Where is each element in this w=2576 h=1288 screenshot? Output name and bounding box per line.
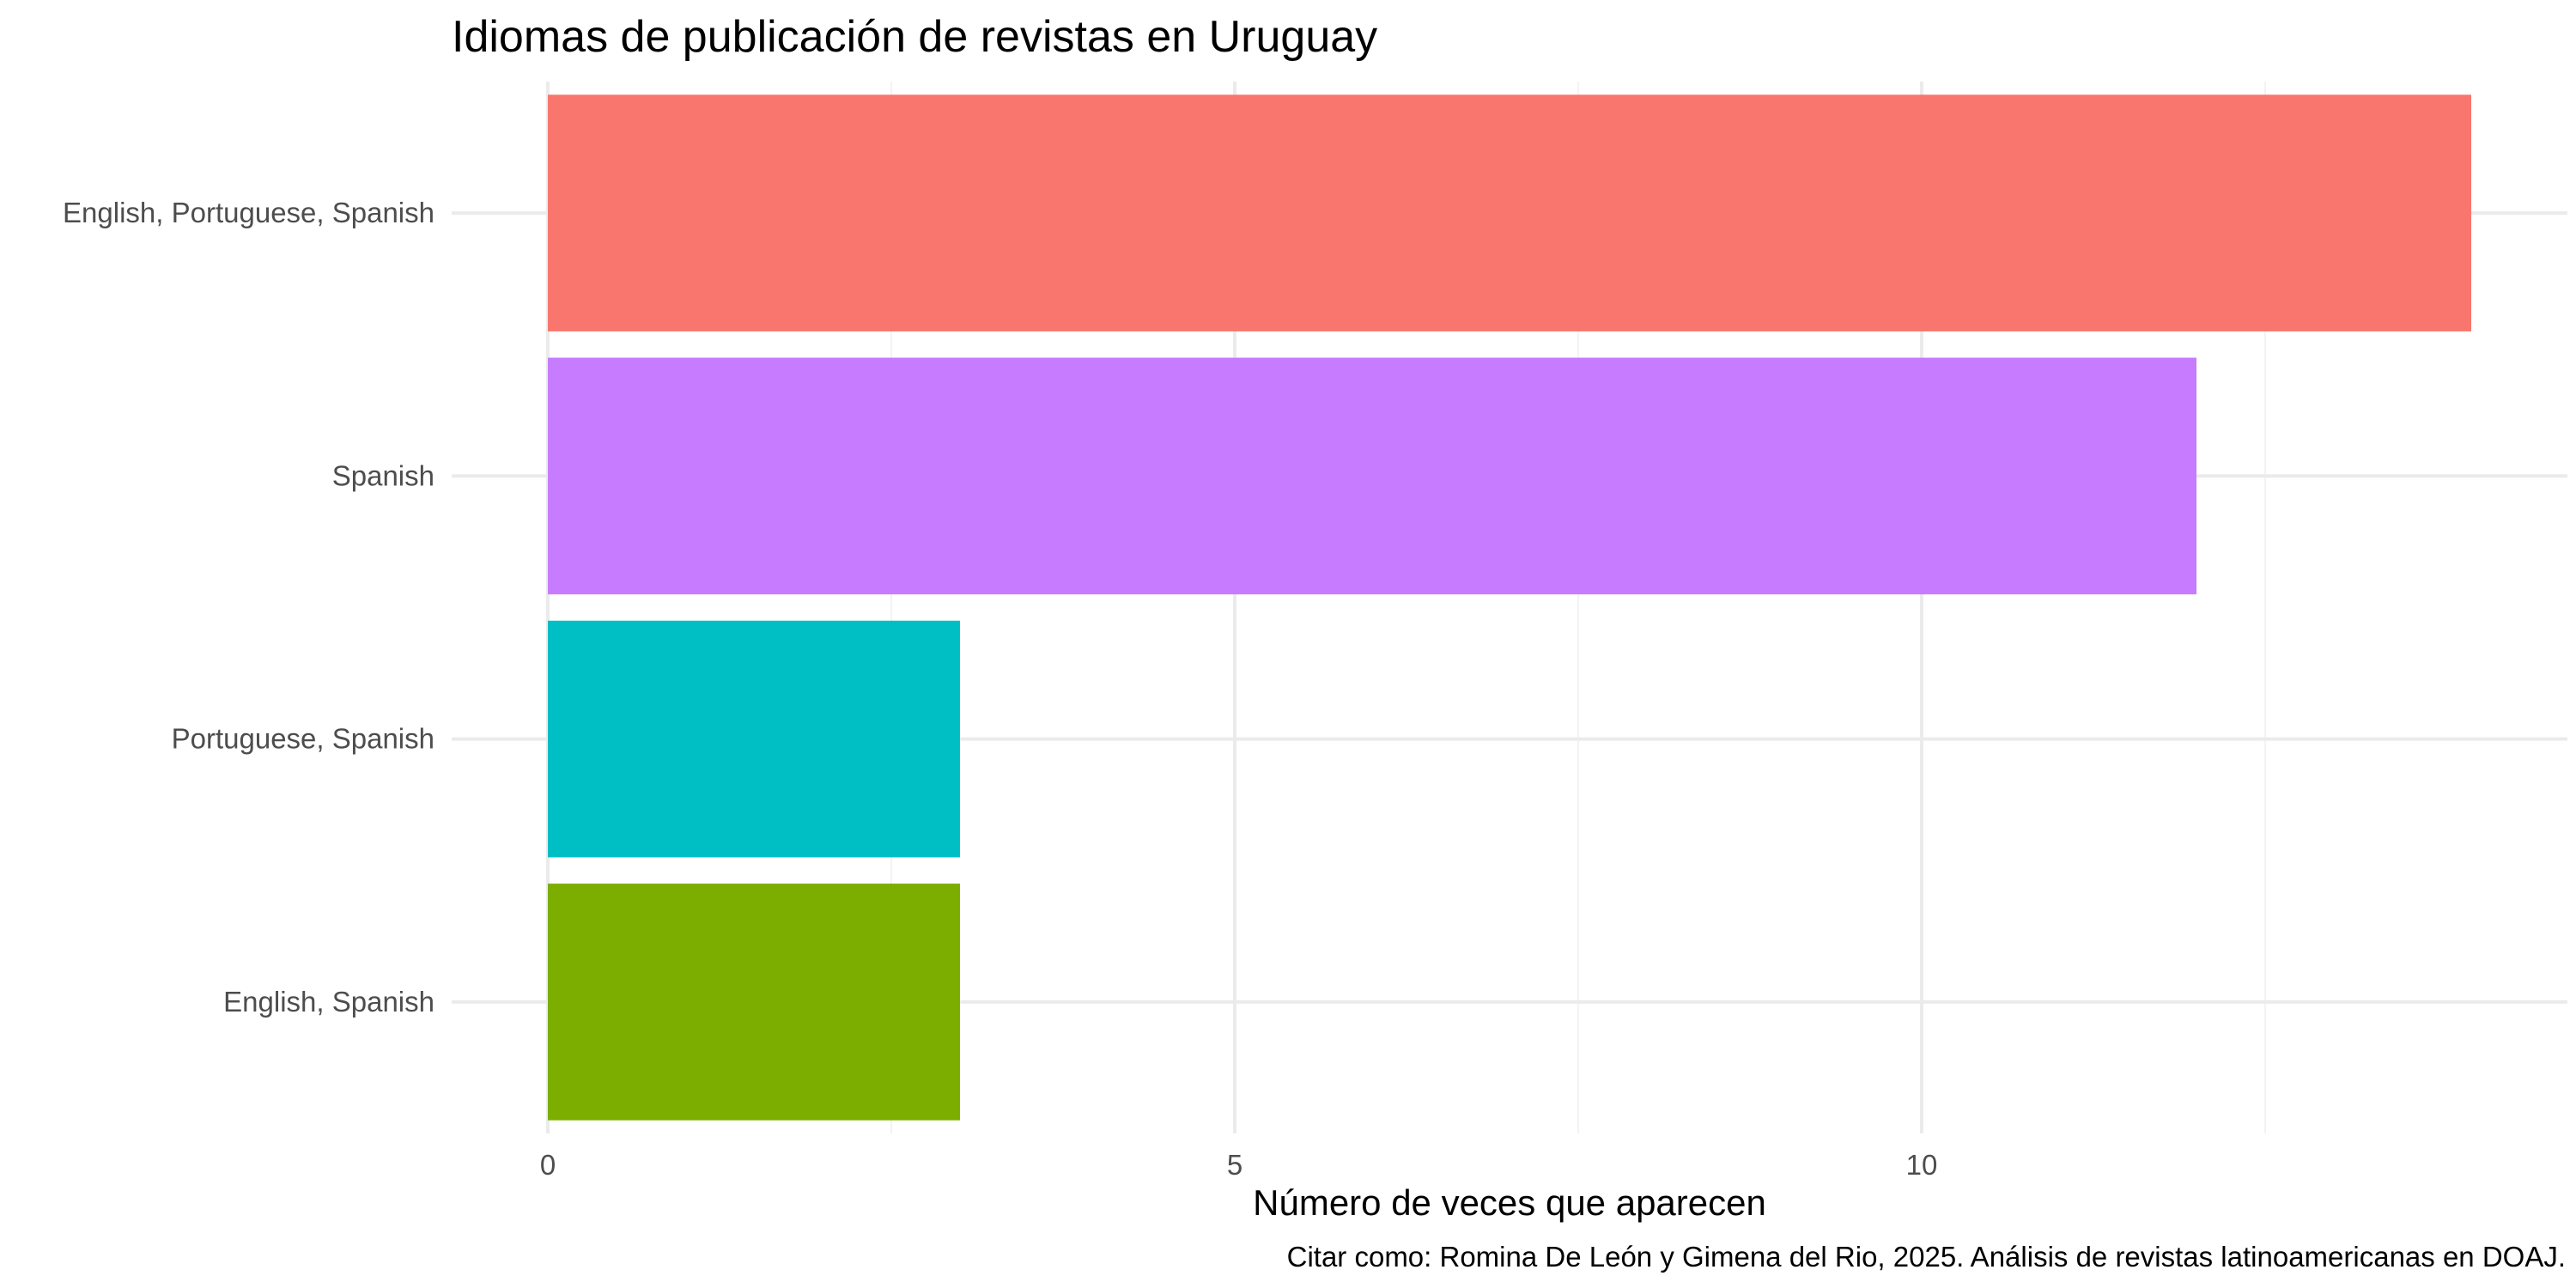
bar <box>548 620 960 858</box>
x-tick-label: 0 <box>540 1149 556 1181</box>
x-axis-tick-labels: 0 5 10 <box>540 1149 1938 1181</box>
bar <box>548 884 960 1121</box>
chart-title: Idiomas de publicación de revistas en Ur… <box>452 12 1377 62</box>
x-axis-label: Número de veces que aparecen <box>1253 1182 1766 1223</box>
bar <box>548 94 2471 331</box>
chart-caption: Citar como: Romina De León y Gimena del … <box>1287 1241 2566 1273</box>
y-tick-label: Spanish <box>332 459 434 491</box>
x-tick-label: 5 <box>1227 1149 1242 1181</box>
bars <box>548 94 2471 1121</box>
y-tick-label: English, Spanish <box>223 986 434 1018</box>
y-tick-label: Portuguese, Spanish <box>172 723 434 755</box>
x-tick-label: 10 <box>1906 1149 1938 1181</box>
bar <box>548 357 2196 595</box>
y-axis-tick-labels: English, Portuguese, Spanish Spanish Portu… <box>63 197 434 1018</box>
y-tick-label: English, Portuguese, Spanish <box>63 197 434 228</box>
